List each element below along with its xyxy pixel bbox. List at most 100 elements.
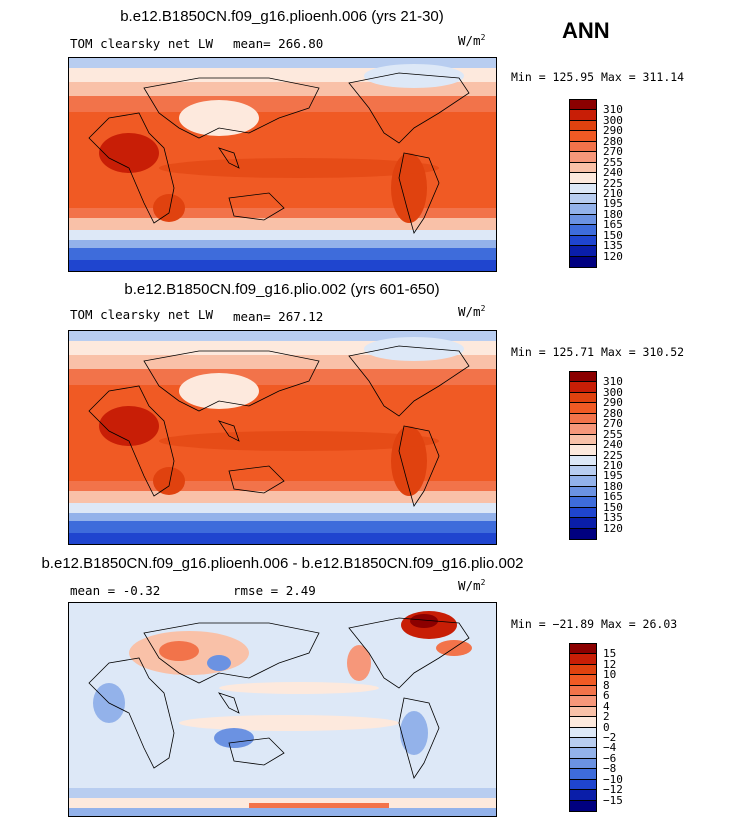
panel1-map-plot [69, 58, 496, 271]
colorbar-box [570, 507, 596, 519]
colorbar-box [570, 779, 596, 791]
colorbar-box [570, 392, 596, 404]
colorbar-tick-label: 2 [603, 710, 610, 724]
colorbar-tick-label: 300 [603, 113, 623, 127]
panel3-map [68, 602, 497, 817]
colorbar-box [570, 675, 596, 686]
colorbar-box [570, 769, 596, 780]
colorbar-tick-label: −12 [603, 783, 623, 797]
colorbar-box [570, 162, 596, 174]
colorbar-tick-label: 290 [603, 124, 623, 138]
colorbar-tick-label: −15 [603, 793, 623, 807]
panel3-rmse: rmse = 2.49 [233, 583, 316, 598]
colorbar-tick-label: 210 [603, 186, 623, 200]
colorbar-box [570, 183, 596, 194]
panel3-map-plot [69, 603, 496, 816]
colorbar-tick-label: 4 [603, 699, 610, 713]
colorbar-box [570, 790, 596, 801]
colorbar-tick-label: 270 [603, 145, 623, 159]
colorbar-tick-label: 15 [603, 647, 617, 661]
colorbar-box [570, 706, 596, 718]
colorbar-box [570, 424, 596, 435]
colorbar-tick-label: 6 [603, 689, 610, 703]
colorbar-box [570, 465, 596, 477]
colorbar-tick-label: −8 [603, 762, 617, 776]
panel3-mean: mean = -0.32 [70, 583, 161, 598]
colorbar-box [570, 152, 596, 163]
colorbar-box [570, 131, 596, 142]
panel2-colorbar [569, 371, 597, 540]
colorbar-tick-label: 310 [603, 103, 623, 117]
colorbar-tick-label: 310 [603, 375, 623, 389]
colorbar-box [570, 800, 596, 811]
colorbar-tick-label: 280 [603, 406, 623, 420]
colorbar-tick-label: 195 [603, 197, 623, 211]
panel1-mean: mean= 266.80 [233, 36, 324, 51]
colorbar-box [570, 455, 596, 466]
colorbar-box [570, 445, 596, 456]
colorbar-box [570, 737, 596, 749]
colorbar-box [570, 497, 596, 508]
colorbar-box [570, 664, 596, 676]
colorbar-tick-label: 10 [603, 668, 617, 682]
colorbar-tick-label: 210 [603, 458, 623, 472]
colorbar-box [570, 685, 596, 697]
panel1-colorbar [569, 99, 597, 268]
colorbar-box [570, 434, 596, 446]
colorbar-box [570, 141, 596, 153]
season-label: ANN [562, 18, 610, 43]
colorbar-box [570, 204, 596, 215]
colorbar-box [570, 727, 596, 738]
panel1-minmax: Min = 125.95 Max = 311.14 [511, 70, 685, 84]
colorbar-box [570, 120, 596, 132]
panel2-map [68, 330, 497, 545]
colorbar-box [570, 110, 596, 121]
colorbar-box [570, 173, 596, 184]
colorbar-tick-label: 120 [603, 249, 623, 263]
colorbar-box [570, 654, 596, 665]
colorbar-box [570, 486, 596, 498]
colorbar-box [570, 225, 596, 236]
colorbar-tick-label: 300 [603, 385, 623, 399]
panel1-map [68, 57, 497, 272]
colorbar-tick-label: 195 [603, 469, 623, 483]
colorbar-tick-label: 150 [603, 500, 623, 514]
colorbar-tick-label: 165 [603, 490, 623, 504]
colorbar-box [570, 100, 596, 111]
colorbar-box [570, 476, 596, 487]
panel3-units: W/m2 [458, 578, 486, 594]
colorbar-tick-label: 280 [603, 134, 623, 148]
colorbar-box [570, 518, 596, 529]
colorbar-tick-label: 8 [603, 678, 610, 692]
colorbar-box [570, 717, 596, 728]
colorbar-box [570, 696, 596, 707]
panel3-minmax: Min = −21.89 Max = 26.03 [511, 617, 678, 631]
colorbar-tick-label: 135 [603, 511, 623, 525]
colorbar-tick-label: −6 [603, 751, 617, 765]
panel2-map-plot [69, 331, 496, 544]
panel1-variable: TOM clearsky net LW [70, 36, 213, 51]
colorbar-box [570, 235, 596, 247]
panel2-mean: mean= 267.12 [233, 309, 324, 324]
panel3-title: b.e12.B1850CN.f09_g16.plioenh.006 - b.e1… [41, 555, 524, 572]
colorbar-tick-label: 225 [603, 176, 623, 190]
panel2-variable: TOM clearsky net LW [70, 307, 213, 322]
panel2-units: W/m2 [458, 304, 486, 320]
colorbar-box [570, 748, 596, 759]
colorbar-box [570, 413, 596, 425]
colorbar-tick-label: 165 [603, 218, 623, 232]
panel1-units: W/m2 [458, 33, 486, 49]
panel1-title: b.e12.B1850CN.f09_g16.plioenh.006 (yrs 2… [120, 8, 444, 25]
colorbar-tick-label: 240 [603, 166, 623, 180]
colorbar-tick-label: 255 [603, 427, 623, 441]
colorbar-box [570, 256, 596, 267]
colorbar-tick-label: −10 [603, 772, 623, 786]
colorbar-tick-label: 12 [603, 657, 617, 671]
colorbar-tick-label: 225 [603, 448, 623, 462]
panel3-colorbar [569, 643, 597, 812]
colorbar-tick-label: −2 [603, 730, 617, 744]
colorbar-tick-label: 255 [603, 155, 623, 169]
colorbar-tick-label: 180 [603, 207, 623, 221]
panel2-title: b.e12.B1850CN.f09_g16.plio.002 (yrs 601-… [124, 281, 440, 298]
colorbar-tick-label: 120 [603, 521, 623, 535]
